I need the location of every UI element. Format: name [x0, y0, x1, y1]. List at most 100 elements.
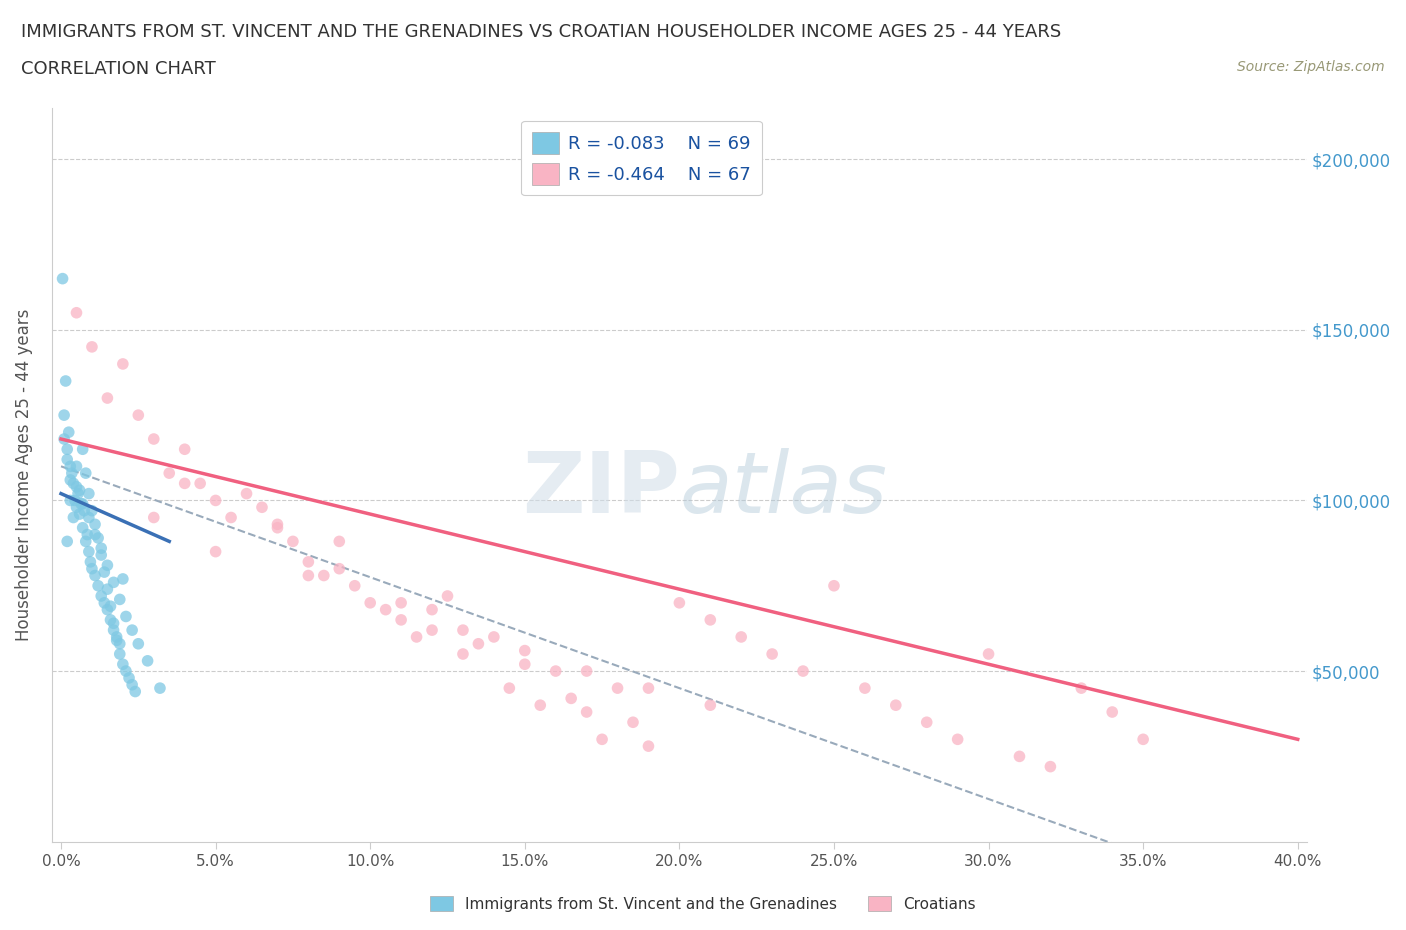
Point — [451, 623, 474, 638]
Point — [59, 493, 82, 508]
Point — [96, 391, 118, 405]
Point — [69, 507, 91, 522]
Point — [389, 595, 412, 610]
Point — [77, 486, 100, 501]
Point — [53, 407, 76, 422]
Point — [84, 527, 107, 542]
Point — [1132, 732, 1154, 747]
Point — [297, 554, 319, 569]
Point — [1039, 759, 1062, 774]
Point — [136, 654, 159, 669]
Point — [59, 458, 82, 473]
Point — [915, 715, 938, 730]
Point — [75, 466, 97, 481]
Point — [121, 623, 143, 638]
Point — [637, 681, 659, 696]
Point — [66, 486, 89, 501]
Point — [62, 476, 84, 491]
Point — [127, 636, 149, 651]
Point — [513, 657, 536, 671]
Point — [108, 636, 131, 651]
Point — [69, 483, 91, 498]
Point — [188, 476, 211, 491]
Point — [96, 603, 118, 618]
Point — [53, 432, 76, 446]
Text: ZIP: ZIP — [522, 448, 679, 531]
Point — [312, 568, 335, 583]
Point — [405, 630, 427, 644]
Point — [111, 657, 134, 671]
Point — [111, 572, 134, 587]
Point — [79, 554, 101, 569]
Point — [219, 510, 242, 525]
Point — [56, 534, 79, 549]
Point — [173, 476, 195, 491]
Point — [105, 630, 128, 644]
Point — [389, 613, 412, 628]
Point — [100, 613, 122, 628]
Point — [58, 425, 80, 440]
Point — [52, 272, 75, 286]
Legend: R = -0.083    N = 69, R = -0.464    N = 67: R = -0.083 N = 69, R = -0.464 N = 67 — [522, 121, 762, 195]
Text: atlas: atlas — [679, 448, 887, 531]
Point — [977, 646, 1000, 661]
Point — [63, 493, 86, 508]
Point — [121, 677, 143, 692]
Point — [374, 603, 396, 618]
Point — [621, 715, 644, 730]
Point — [281, 534, 304, 549]
Point — [108, 592, 131, 607]
Point — [157, 466, 180, 481]
Point — [72, 520, 94, 535]
Point — [70, 497, 93, 512]
Point — [1008, 749, 1031, 764]
Point — [498, 681, 520, 696]
Point — [297, 568, 319, 583]
Point — [60, 466, 83, 481]
Text: IMMIGRANTS FROM ST. VINCENT AND THE GRENADINES VS CROATIAN HOUSEHOLDER INCOME AG: IMMIGRANTS FROM ST. VINCENT AND THE GREN… — [21, 23, 1062, 41]
Point — [266, 517, 288, 532]
Point — [115, 609, 138, 624]
Point — [513, 644, 536, 658]
Point — [328, 534, 350, 549]
Point — [1070, 681, 1092, 696]
Point — [823, 578, 845, 593]
Point — [482, 630, 505, 644]
Point — [87, 530, 110, 545]
Point — [56, 452, 79, 467]
Point — [575, 705, 598, 720]
Point — [65, 305, 87, 320]
Point — [451, 646, 474, 661]
Point — [142, 432, 165, 446]
Point — [761, 646, 783, 661]
Point — [668, 595, 690, 610]
Point — [250, 499, 273, 514]
Point — [76, 527, 98, 542]
Point — [56, 442, 79, 457]
Point — [90, 540, 112, 555]
Point — [115, 664, 138, 679]
Point — [80, 561, 103, 576]
Point — [73, 503, 96, 518]
Point — [100, 599, 122, 614]
Point — [62, 510, 84, 525]
Point — [142, 510, 165, 525]
Point — [420, 603, 443, 618]
Text: Source: ZipAtlas.com: Source: ZipAtlas.com — [1237, 60, 1385, 74]
Point — [90, 548, 112, 563]
Point — [544, 664, 567, 679]
Point — [853, 681, 876, 696]
Point — [127, 407, 149, 422]
Point — [699, 698, 721, 712]
Point — [560, 691, 582, 706]
Point — [730, 630, 752, 644]
Legend: Immigrants from St. Vincent and the Grenadines, Croatians: Immigrants from St. Vincent and the Gren… — [425, 889, 981, 918]
Point — [118, 671, 141, 685]
Point — [420, 623, 443, 638]
Point — [204, 544, 226, 559]
Point — [84, 517, 107, 532]
Point — [946, 732, 969, 747]
Point — [103, 623, 125, 638]
Point — [93, 595, 115, 610]
Point — [72, 497, 94, 512]
